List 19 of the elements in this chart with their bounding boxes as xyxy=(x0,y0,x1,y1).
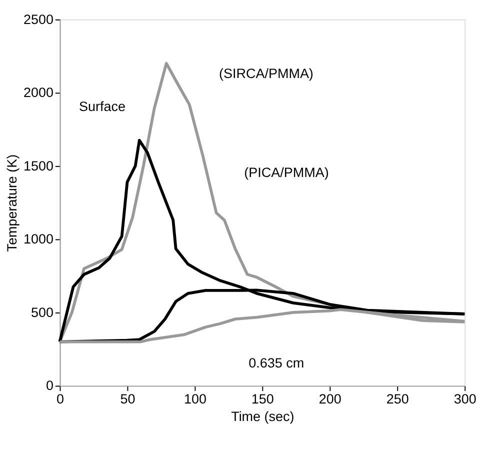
annotation: Surface xyxy=(79,99,126,114)
x-tick-label: 150 xyxy=(251,392,274,407)
x-tick-label: 100 xyxy=(184,392,206,407)
y-tick-label: 500 xyxy=(31,304,54,320)
x-tick-label: 200 xyxy=(318,392,342,407)
x-tick-label: 50 xyxy=(120,392,136,407)
y-tick-label: 2500 xyxy=(24,12,54,27)
annotation: (PICA/PMMA) xyxy=(244,165,329,180)
x-tick-label: 250 xyxy=(386,392,409,407)
y-tick-label: 1500 xyxy=(24,158,54,174)
y-tick-label: 1000 xyxy=(24,232,54,247)
x-tick-label: 300 xyxy=(454,392,476,407)
annotation: 0.635 cm xyxy=(248,356,304,371)
y-tick-label: 0 xyxy=(46,378,54,394)
annotation: (SIRCA/PMMA) xyxy=(219,66,314,82)
x-axis-title: Time (sec) xyxy=(231,408,294,424)
y-axis-title: Temperature (K) xyxy=(4,154,20,252)
x-tick-label: 0 xyxy=(56,392,64,407)
y-tick-label: 2000 xyxy=(24,85,54,100)
